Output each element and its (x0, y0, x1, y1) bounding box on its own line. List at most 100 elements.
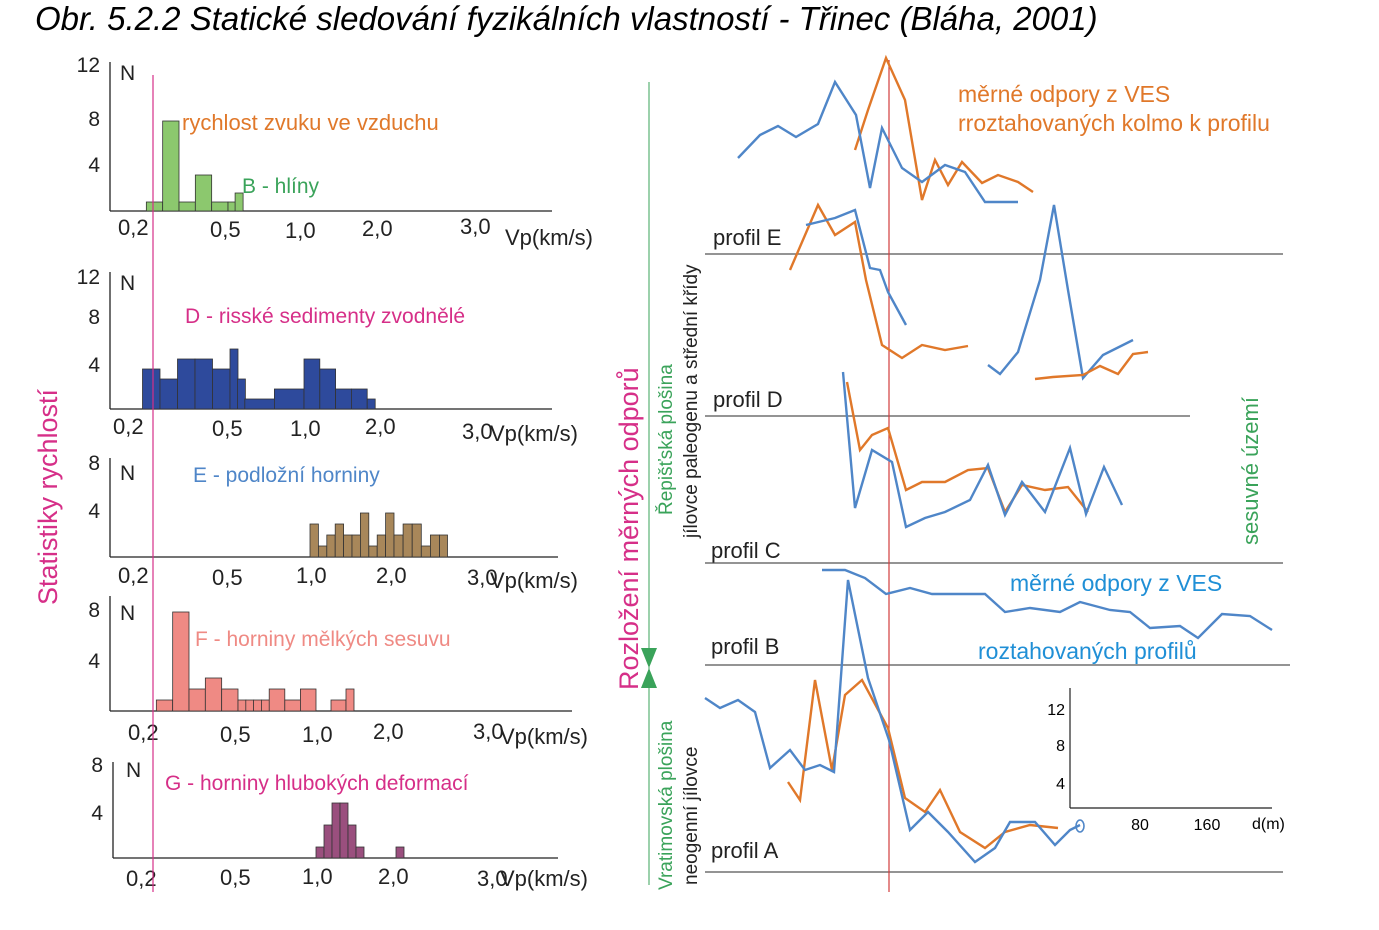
histogram-bar (204, 677, 223, 712)
histogram-x-tick: 2,0 (378, 864, 409, 889)
profile-e-orange-upper-line (853, 54, 1034, 201)
histogram-bar (385, 512, 395, 558)
histogram-y-tick: 4 (88, 650, 100, 673)
histogram-panel: N8 4 0,2 0,5 1,0 2,0 3,0Vp(km/s) F - horniny mě… (88, 596, 588, 749)
legend-blue-line2: roztahovaných profilů (978, 638, 1197, 664)
middle-axis-title: Rozložení měrných odporů (614, 367, 644, 690)
histogram-bar (319, 368, 336, 410)
histogram-xlabel: Vp(km/s) (490, 421, 578, 446)
histogram-y-tick: 8 (88, 306, 100, 329)
profile-e-blue-lower-line (805, 208, 908, 326)
profile-b-blue-line (822, 568, 1273, 640)
scale-y-tick: 12 (1047, 702, 1065, 719)
histogram-bar (330, 699, 347, 712)
histogram-bar (339, 802, 349, 859)
histogram-bar (299, 688, 317, 712)
histogram-y-tick: 8 (88, 452, 100, 475)
histogram-title: G - horniny hlubokých deformací (165, 772, 469, 795)
histogram-y-tick: 4 (88, 354, 100, 377)
histogram-bar (420, 545, 431, 558)
histogram-x-tick: 0,5 (220, 865, 251, 890)
histogram-x-tick: 1,0 (285, 218, 316, 243)
histogram-bar (284, 699, 301, 712)
left-axis-title: Statistiky rychlostí (33, 388, 63, 605)
histogram-bar (234, 192, 244, 212)
histogram-bar (303, 358, 321, 410)
histogram-bar (212, 368, 231, 410)
histogram-bar (411, 523, 422, 558)
scale-y-tick: 4 (1056, 776, 1065, 793)
zone-boundary-up-icon (641, 648, 657, 668)
histogram-x-tick: 0,5 (212, 416, 243, 441)
histogram-title: D - risské sedimenty zvodnělé (185, 305, 465, 328)
histogram-bar (326, 534, 336, 558)
profile-d-blue-line (841, 371, 1124, 529)
histogram-y-tick: 8 (91, 754, 103, 777)
histogram-x-tick: 0,2 (113, 414, 144, 439)
histogram-panel: N 12 8 4 0,2 0,5 1,0 2,0 3,0Vp(km/s) D - risské s… (77, 266, 578, 446)
histogram-bar (347, 824, 357, 859)
profile-d-orange-line (845, 381, 1089, 515)
histogram-bar (244, 398, 275, 410)
histogram-x-tick: 1,0 (302, 722, 333, 747)
profile-a-blue-line (704, 579, 1081, 864)
lower-zone-sublabel: neogenní jílovce (681, 747, 702, 885)
profile-a-label: profil A (711, 838, 779, 863)
histogram-x-tick: 2,0 (362, 216, 393, 241)
histogram-x-tick: 0,2 (118, 563, 149, 588)
profile-d-label: profil D (713, 387, 783, 412)
histogram-bar (188, 688, 206, 712)
legend-orange-line1: měrné odpory z VES (958, 81, 1170, 107)
histogram-panel: N 12 8 4 0,2 0,5 1,0 2,0 3,0 Vp(km/s) B - hlíny (77, 54, 593, 250)
histogram-bar (273, 388, 305, 410)
zone-boundary-down-icon (641, 668, 657, 688)
histogram-bar (159, 378, 178, 410)
histogram-bar (236, 378, 246, 410)
histogram-bar (368, 545, 378, 558)
profile-a-orange-line (787, 678, 1059, 850)
histogram-xlabel: Vp(km/s) (505, 225, 593, 250)
histogram-bar (268, 688, 286, 712)
histogram-bar (359, 512, 370, 558)
histogram-x-tick: 0,2 (118, 215, 149, 240)
histogram-title: B - hlíny (242, 175, 320, 198)
scale-x-unit: d(m) (1252, 816, 1285, 833)
profile-c-label: profil C (711, 538, 781, 563)
legend-orange-line2: rroztahovaných kolmo k profilu (958, 110, 1270, 136)
histogram-bar (351, 534, 361, 558)
scale-x-tick: 160 (1194, 817, 1221, 834)
histogram-bar (229, 348, 239, 410)
histogram-x-tick: 3,0 (467, 565, 498, 590)
histogram-x-tick: 1,0 (302, 864, 333, 889)
scale-x-tick: 80 (1131, 817, 1149, 834)
profile-e-blue-upper-line (737, 79, 1018, 204)
histogram-bar (334, 523, 345, 558)
histogram-bar (376, 534, 387, 558)
profile-baselines (705, 253, 1290, 873)
histogram-bar (439, 534, 448, 558)
histogram-x-tick: 0,2 (126, 866, 157, 891)
histogram-x-tick: 0,5 (212, 565, 243, 590)
histogram-x-tick: 1,0 (296, 563, 327, 588)
landslide-area-label: sesuvné území (1238, 397, 1263, 545)
histogram-bar (335, 388, 352, 410)
histogram-bar (395, 846, 405, 859)
histogram-bar (162, 120, 180, 212)
histogram-x-tick: 2,0 (376, 563, 407, 588)
histogram-x-tick: 0,5 (220, 722, 251, 747)
histogram-bar (145, 201, 164, 212)
histogram-xlabel: Vp(km/s) (500, 866, 588, 891)
histogram-bar (142, 368, 161, 410)
histogram-x-tick: 2,0 (373, 719, 404, 744)
lower-zone-label: Vratimovská plošina (656, 720, 677, 890)
histogram-bar (260, 699, 270, 712)
histogram-y-tick: 8 (88, 108, 100, 131)
histogram-y-tick: 8 (88, 599, 100, 622)
histogram-bar (317, 545, 328, 558)
histogram-bar (211, 201, 229, 212)
histogram-bar (429, 534, 440, 558)
histogram-bar (350, 388, 368, 410)
histogram-panel: N8 4 0,2 0,5 1,0 2,0 3,0Vp(km/s) G - horniny hl… (91, 754, 588, 891)
histogram-x-tick: 2,0 (365, 414, 396, 439)
histogram-bar (331, 802, 341, 859)
